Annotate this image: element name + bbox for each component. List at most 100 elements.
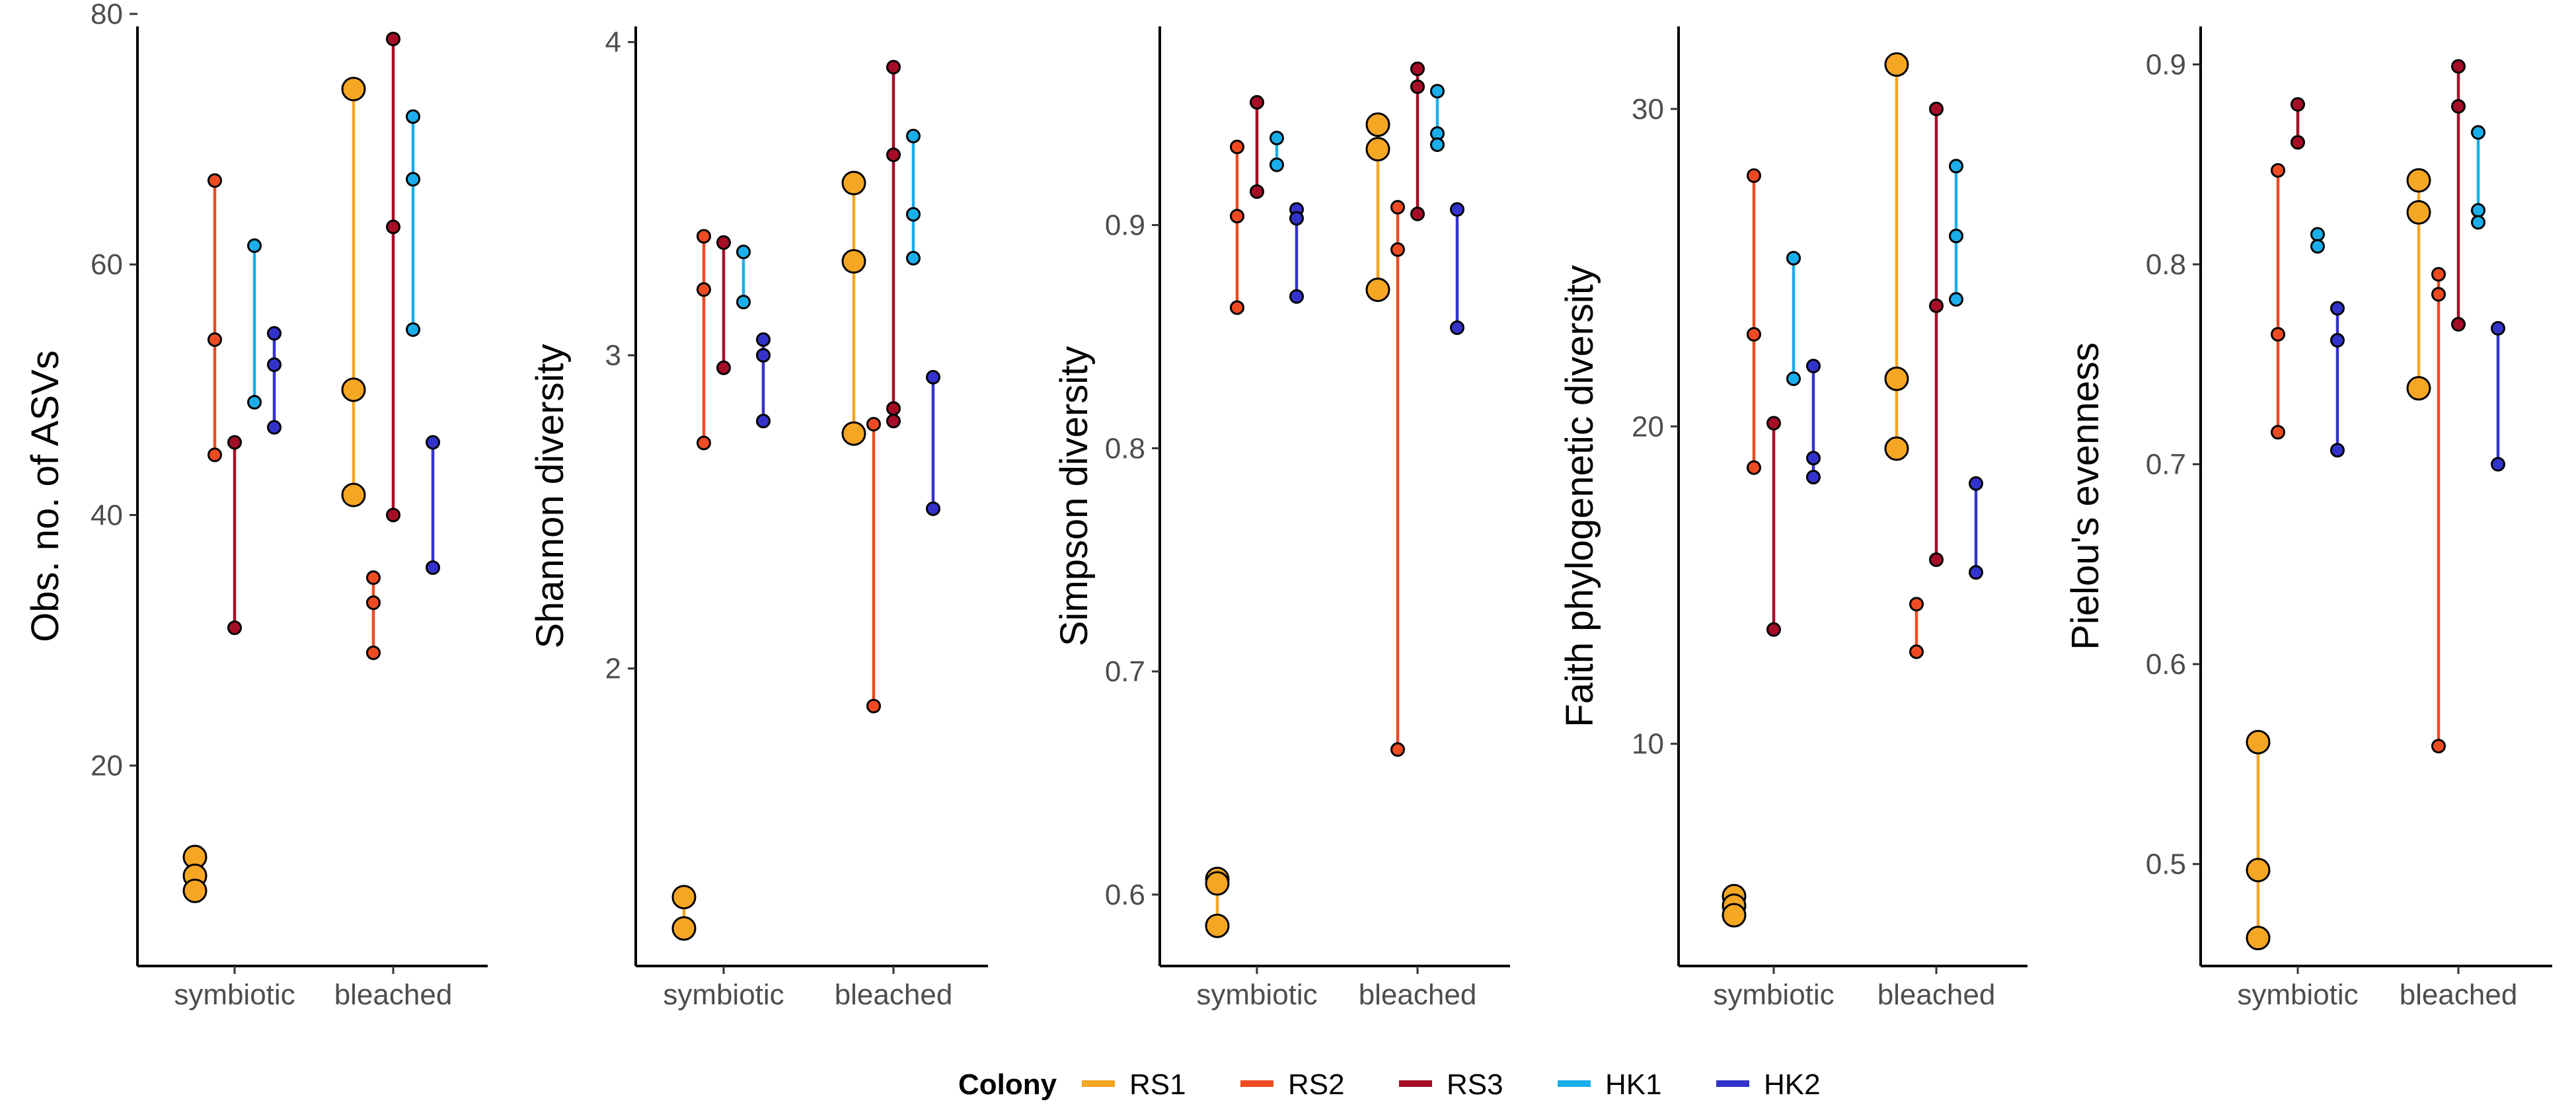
- point-rs2-bleached: [1909, 597, 1924, 612]
- point-rs3-bleached: [886, 147, 901, 163]
- point-hk2-bleached: [1450, 320, 1464, 335]
- point-rs2-bleached: [366, 570, 381, 585]
- point-hk2-symbiotic: [1806, 470, 1821, 485]
- point-rs3-bleached: [1410, 206, 1425, 221]
- x-tick-label: symbiotic: [1713, 979, 1834, 1011]
- point-hk2-symbiotic: [756, 332, 771, 347]
- point-hk2-bleached: [1969, 476, 1983, 491]
- point-rs2-symbiotic: [208, 332, 222, 347]
- point-rs2-bleached: [1909, 644, 1924, 659]
- point-hk1-symbiotic: [1786, 371, 1801, 387]
- point-hk2-symbiotic: [1806, 359, 1821, 374]
- point-rs3-bleached: [2451, 316, 2466, 332]
- panel-pielou-s-evenness: 0.5 0.6 0.7 0.8 0.9 symbiotic bleached Pielou's…: [2064, 26, 2552, 1011]
- x-tick-label: bleached: [2400, 979, 2518, 1011]
- y-tick-label: 60: [91, 248, 123, 281]
- panel-shannon-diversity: 2 3 4 symbiotic bleached Shannon diversity: [529, 26, 988, 1011]
- point-rs3-bleached: [886, 59, 901, 75]
- y-tick-label: 0.5: [2146, 848, 2186, 881]
- point-hk2-symbiotic: [267, 357, 282, 372]
- point-hk2-bleached: [426, 435, 440, 450]
- point-rs3-bleached: [2451, 99, 2466, 114]
- point-rs2-symbiotic: [2271, 163, 2285, 178]
- point-rs3-symbiotic: [2291, 96, 2305, 112]
- point-hk2-symbiotic: [2330, 443, 2345, 458]
- y-tick-label: 0.7: [2146, 449, 2186, 481]
- point-hk1-bleached: [2471, 203, 2485, 218]
- point-hk2-symbiotic: [267, 420, 282, 435]
- point-hk2-bleached: [1450, 202, 1464, 217]
- y-tick-label: 80: [91, 0, 123, 30]
- y-tick-label: 3: [605, 340, 621, 372]
- x-tick-label: symbiotic: [2237, 979, 2358, 1011]
- point-rs3-symbiotic: [1766, 416, 1781, 431]
- point-rs2-symbiotic: [1747, 326, 1761, 342]
- point-hk1-bleached: [1949, 159, 1963, 174]
- point-hk2-bleached: [2491, 457, 2505, 472]
- point-rs2-symbiotic: [2271, 425, 2285, 440]
- point-rs3-bleached: [1929, 552, 1944, 568]
- point-rs1-bleached: [2406, 168, 2431, 193]
- point-rs1-bleached: [1884, 436, 1909, 461]
- point-rs3-bleached: [1410, 79, 1425, 94]
- point-rs2-bleached: [366, 646, 381, 660]
- point-hk2-bleached: [926, 369, 940, 385]
- y-tick-label: 0.9: [2146, 48, 2186, 81]
- point-rs2-bleached: [366, 595, 381, 611]
- y-axis-title: Shannon diversity: [529, 344, 572, 648]
- point-hk2-symbiotic: [1289, 289, 1304, 304]
- point-hk1-bleached: [1949, 292, 1963, 307]
- point-rs1-bleached: [841, 249, 866, 274]
- point-rs1-symbiotic: [1722, 903, 1747, 928]
- point-hk2-bleached: [926, 501, 940, 516]
- y-axis-title: Obs. no. of ASVs: [24, 350, 67, 642]
- x-tick-label: bleached: [1877, 979, 1996, 1011]
- point-rs3-symbiotic: [716, 235, 731, 250]
- point-hk1-bleached: [1430, 83, 1445, 98]
- point-hk1-symbiotic: [1269, 130, 1284, 145]
- point-hk1-symbiotic: [2310, 239, 2325, 254]
- point-hk1-symbiotic: [2310, 227, 2325, 242]
- point-rs2-symbiotic: [1230, 209, 1244, 224]
- point-hk1-bleached: [906, 250, 921, 266]
- y-tick-label: 0.6: [2146, 648, 2186, 681]
- legend-label-rs2: RS2: [1288, 1068, 1345, 1101]
- point-rs3-bleached: [2451, 59, 2466, 74]
- point-rs1-bleached: [1365, 137, 1390, 162]
- point-rs1-symbiotic: [182, 878, 208, 903]
- point-hk1-symbiotic: [247, 394, 262, 410]
- y-axis-title: Simpson diversity: [1053, 346, 1096, 646]
- point-rs2-symbiotic: [1747, 168, 1761, 183]
- x-tick-label: symbiotic: [174, 979, 295, 1011]
- point-rs3-bleached: [1929, 101, 1944, 116]
- panel-simpson-diversity: 0.6 0.7 0.8 0.9 symbiotic bleached Simpson div…: [1053, 26, 1510, 1011]
- point-rs1-bleached: [2406, 376, 2431, 401]
- point-rs2-bleached: [866, 416, 881, 431]
- y-tick-label: 4: [605, 26, 621, 59]
- point-rs3-bleached: [1410, 61, 1425, 77]
- point-rs2-symbiotic: [1747, 460, 1761, 475]
- y-tick-label: 20: [91, 750, 123, 782]
- point-rs2-symbiotic: [208, 173, 222, 188]
- y-axis-title: Pielou's evenness: [2064, 342, 2107, 650]
- y-tick-label: 0.8: [1105, 432, 1145, 465]
- y-tick-label: 0.6: [1105, 879, 1145, 911]
- y-axis-title: Faith phylogenetic diversity: [1558, 265, 1601, 727]
- legend-label-hk1: HK1: [1605, 1068, 1662, 1101]
- x-tick-label: bleached: [835, 979, 953, 1011]
- point-rs3-bleached: [886, 401, 901, 416]
- point-rs2-bleached: [1390, 742, 1405, 757]
- point-hk2-bleached: [426, 560, 440, 576]
- point-hk1-bleached: [1430, 137, 1445, 153]
- x-tick-label: symbiotic: [663, 979, 784, 1011]
- point-rs3-bleached: [386, 31, 400, 46]
- point-rs1-bleached: [341, 482, 366, 507]
- point-rs1-bleached: [341, 77, 366, 102]
- point-hk2-symbiotic: [2330, 301, 2345, 316]
- point-hk2-bleached: [1969, 565, 1983, 580]
- point-rs3-symbiotic: [1250, 94, 1264, 110]
- point-hk1-bleached: [2471, 125, 2485, 140]
- y-tick-label: 20: [1632, 410, 1664, 443]
- point-hk2-bleached: [2491, 320, 2505, 336]
